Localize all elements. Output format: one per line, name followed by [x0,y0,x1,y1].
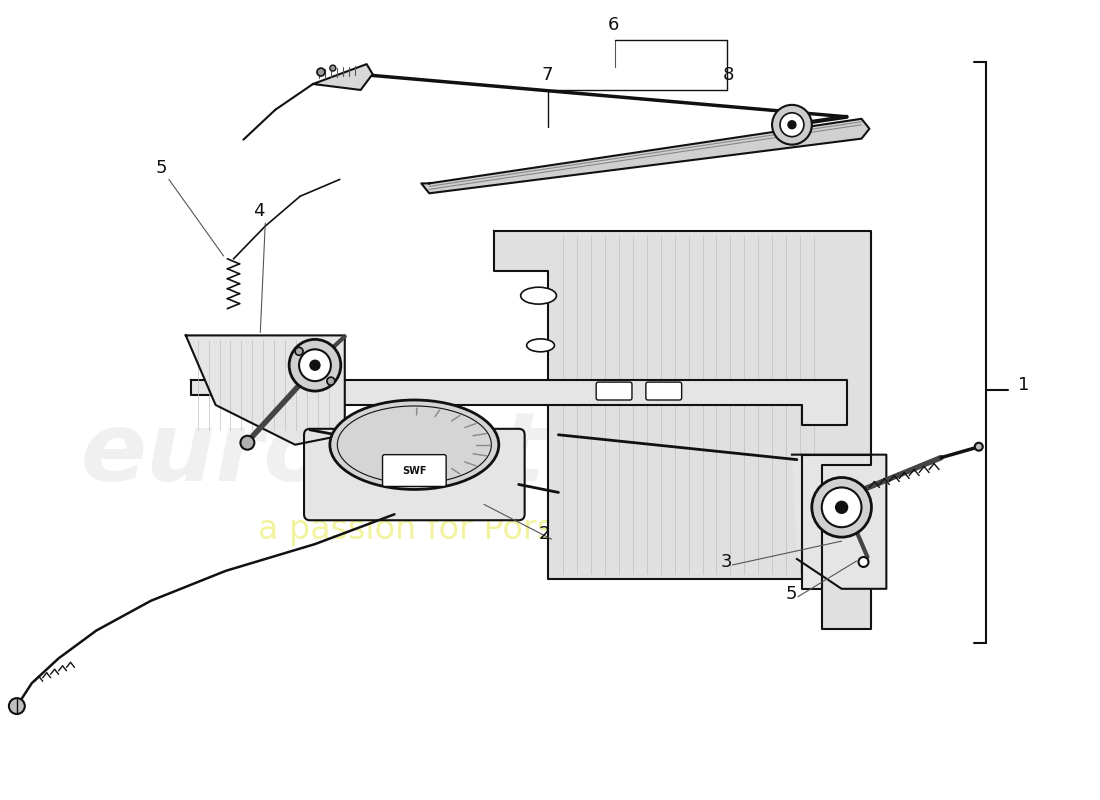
Circle shape [788,121,796,129]
Circle shape [299,350,331,381]
Polygon shape [494,231,871,629]
Polygon shape [314,64,373,90]
FancyBboxPatch shape [383,454,447,486]
Ellipse shape [520,287,557,304]
Text: SWF: SWF [403,466,427,475]
Polygon shape [190,380,847,425]
Text: 8: 8 [723,66,734,84]
Text: 3: 3 [720,553,732,571]
Circle shape [330,65,336,71]
Text: 6: 6 [608,16,619,34]
Circle shape [836,502,848,514]
Text: 5: 5 [156,159,167,178]
Ellipse shape [527,339,554,352]
Polygon shape [186,335,344,445]
Circle shape [9,698,25,714]
Circle shape [772,105,812,145]
Circle shape [822,487,861,527]
Ellipse shape [330,400,498,490]
Text: europlates: europlates [80,408,669,501]
Circle shape [327,377,334,385]
Text: 4: 4 [253,202,265,220]
FancyBboxPatch shape [304,429,525,520]
Circle shape [812,478,871,537]
Circle shape [310,360,320,370]
Text: 7: 7 [541,66,553,84]
Circle shape [295,347,302,355]
Circle shape [317,68,324,76]
Text: 2: 2 [539,525,550,543]
Circle shape [289,339,341,391]
Circle shape [975,442,982,450]
Polygon shape [802,454,871,589]
FancyBboxPatch shape [646,382,682,400]
Text: 1: 1 [1018,376,1028,394]
Circle shape [241,436,254,450]
Text: a passion for Porsche 1885: a passion for Porsche 1885 [258,513,710,546]
Polygon shape [792,454,887,589]
FancyBboxPatch shape [596,382,632,400]
Text: 5: 5 [786,585,798,602]
Polygon shape [421,118,869,194]
Circle shape [858,557,869,567]
Circle shape [780,113,804,137]
